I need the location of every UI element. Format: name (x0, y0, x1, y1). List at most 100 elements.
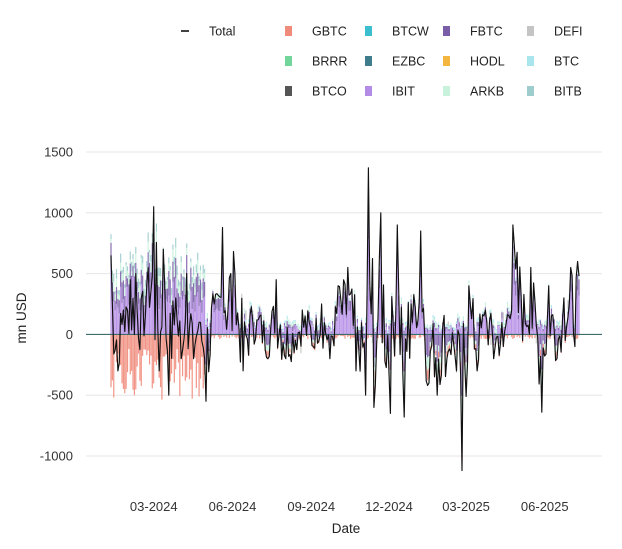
bar-btc (526, 314, 528, 318)
bar-btc (464, 324, 466, 325)
bar-arkb (186, 247, 188, 256)
y-tick-label: 1500 (44, 145, 73, 160)
bar-arkb (246, 327, 248, 329)
bar-fbtc (389, 323, 392, 325)
bar-fbtc (318, 334, 320, 338)
bar-gbtc (223, 334, 225, 337)
bar-arkb (446, 325, 448, 327)
bar-fbtc (502, 327, 504, 329)
bar-fbtc (494, 332, 496, 334)
bar-gbtc (519, 334, 521, 338)
bar-arkb (577, 271, 579, 275)
bar-fbtc (292, 326, 294, 332)
bar-gbtc (131, 334, 133, 371)
bar-fbtc (438, 324, 440, 328)
legend-item-btco: BTCO (285, 85, 347, 99)
bar-ibit (365, 325, 367, 335)
bar-bitb (161, 281, 163, 287)
bar-arkb (410, 298, 412, 300)
bar-arkb (460, 327, 462, 329)
legend-key-swatch (443, 86, 450, 96)
bar-fbtc (333, 328, 335, 331)
bar-ibit (550, 317, 553, 335)
legend-label: BTCW (392, 25, 429, 39)
bar-bitb (135, 246, 137, 254)
bar-btc (578, 275, 580, 277)
bar-ibit (118, 313, 120, 335)
bar-ibit (265, 329, 268, 335)
bar-ibit (425, 328, 427, 335)
bar-fbtc (168, 271, 170, 296)
bar-arkb (329, 323, 331, 327)
bar-gbtc (411, 334, 414, 338)
bar-arkb (426, 357, 429, 371)
bar-btc (363, 326, 365, 330)
bar-fbtc (538, 326, 540, 330)
bar-ibit (497, 326, 499, 335)
bar-fbtc (465, 326, 467, 331)
bar-fbtc (539, 334, 542, 345)
bar-btc (504, 323, 506, 325)
bar-gbtc (483, 334, 485, 339)
bar-fbtc (131, 275, 133, 298)
bar-ibit (232, 286, 235, 335)
bar-gbtc (241, 334, 243, 338)
bar-bitb (177, 279, 180, 287)
legend-key-swatch (527, 86, 534, 96)
bar-arkb (490, 311, 492, 313)
bar-arkb (406, 324, 408, 326)
bar-fbtc (118, 300, 120, 314)
bar-fbtc (183, 276, 185, 297)
bar-arkb (462, 317, 464, 321)
bar-fbtc (389, 334, 392, 370)
bar-fbtc (148, 263, 151, 283)
bar-fbtc (308, 311, 310, 319)
bar-btc (359, 327, 361, 329)
bar-fbtc (242, 330, 244, 334)
bar-fbtc (541, 324, 543, 327)
bar-ibit (509, 318, 511, 335)
bar-fbtc (159, 280, 162, 299)
bar-gbtc (468, 334, 470, 337)
bar-gbtc (237, 334, 239, 337)
bar-arkb (158, 275, 160, 287)
bar-fbtc (122, 280, 124, 300)
bar-fbtc (246, 334, 248, 337)
bar-ibit (297, 329, 299, 335)
bar-ibit (293, 328, 295, 335)
legend-key-swatch (443, 26, 450, 36)
bar-fbtc (181, 290, 184, 300)
bar-ibit (312, 326, 314, 335)
bar-fbtc (248, 323, 250, 328)
bar-fbtc (261, 324, 264, 328)
bar-btc (354, 290, 356, 292)
bar-arkb (281, 327, 283, 329)
bar-ibit (296, 326, 298, 335)
bar-arkb (499, 326, 502, 329)
bar-fbtc (399, 324, 401, 326)
bar-arkb (260, 310, 262, 312)
bar-gbtc (165, 334, 167, 355)
bar-arkb (356, 316, 358, 319)
bar-btc (297, 323, 299, 325)
bar-fbtc (257, 311, 259, 319)
bar-arkb (206, 314, 208, 319)
bar-fbtc (425, 334, 427, 356)
bar-gbtc (231, 334, 233, 337)
bar-ibit (162, 269, 164, 335)
bar-gbtc (113, 334, 115, 398)
bar-ibit (235, 323, 237, 335)
bar-arkb (508, 309, 510, 312)
bar-ibit (362, 331, 364, 335)
bar-defi (300, 346, 302, 354)
bar-bitb (115, 268, 118, 279)
bar-ibit (543, 326, 546, 335)
bar-fbtc (447, 334, 449, 343)
bar-btc (541, 322, 543, 324)
bar-ibit (568, 309, 570, 335)
bar-gbtc (348, 334, 350, 337)
bar-gbtc (490, 334, 492, 337)
bar-gbtc (252, 334, 254, 337)
legend-label: EZBC (392, 55, 425, 69)
bar-arkb (151, 237, 153, 244)
